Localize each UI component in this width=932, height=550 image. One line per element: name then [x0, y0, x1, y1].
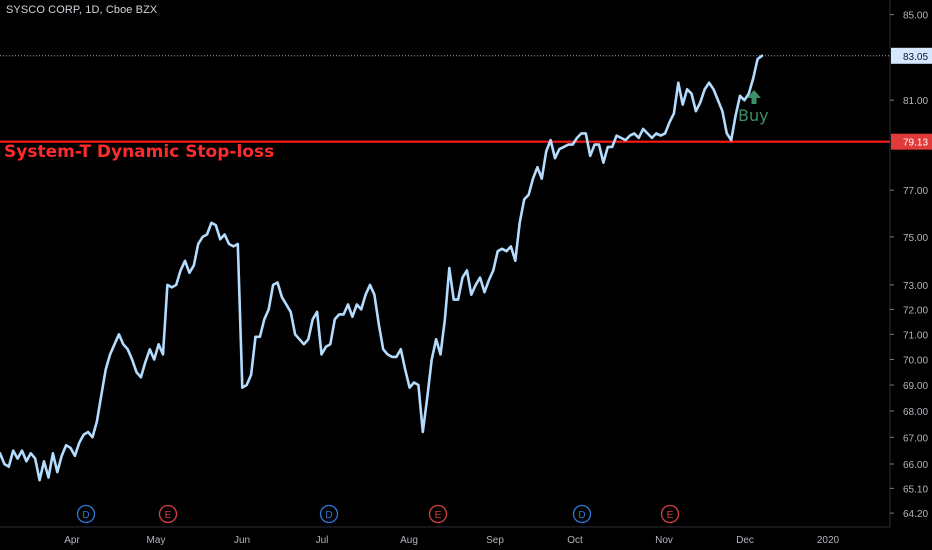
- time-tick-label: May: [147, 535, 166, 546]
- price-series-line: [0, 54, 764, 482]
- event-marker-letter: D: [325, 510, 332, 521]
- event-marker-letter: E: [435, 510, 442, 521]
- up-arrow-icon: [747, 90, 761, 104]
- price-axis[interactable]: 85.00 81.00 77.00 75.00 73.00 72.00 71.00 70.00…: [890, 11, 928, 521]
- price-tick-label: 85.00: [903, 11, 928, 22]
- dividend-marker: [76, 504, 96, 524]
- chart-title: SYSCO CORP, 1D, Cboe BZX: [6, 4, 158, 16]
- buy-label: Buy: [738, 106, 769, 125]
- time-axis[interactable]: Apr May Jun Jul Aug Sep Oct Nov Dec 2020: [64, 535, 839, 546]
- event-marker-letter: E: [667, 510, 674, 521]
- price-tick-label: 64.20: [903, 509, 928, 520]
- price-tick-label: 68.00: [903, 407, 928, 418]
- price-tick-label: 72.00: [903, 305, 928, 316]
- time-tick-label: Nov: [655, 535, 673, 546]
- time-tick-label: Dec: [736, 535, 754, 546]
- price-tick-label: 77.00: [903, 186, 928, 197]
- event-marker-letter: D: [82, 510, 89, 521]
- time-tick-label: Sep: [486, 535, 504, 546]
- stop-loss-label: System-T Dynamic Stop-loss: [4, 142, 275, 162]
- time-tick-label: Oct: [567, 535, 583, 546]
- dividend-marker: [319, 504, 339, 524]
- price-tick-label: 66.00: [903, 460, 928, 471]
- earnings-marker: [158, 504, 178, 524]
- time-tick-label: Jul: [316, 535, 329, 546]
- price-tick-label: 73.00: [903, 281, 928, 292]
- time-tick-label: 2020: [817, 535, 840, 546]
- price-tick-label: 71.00: [903, 330, 928, 341]
- last-price-tag: 83.05: [903, 52, 928, 63]
- last-price-tag-bg: [891, 47, 932, 64]
- time-tick-label: Aug: [400, 535, 418, 546]
- price-tick-label: 67.00: [903, 433, 928, 444]
- series-layer: [0, 54, 764, 482]
- event-marker-letter: E: [165, 510, 172, 521]
- dividend-marker: [572, 504, 592, 524]
- price-tick-label: 75.00: [903, 233, 928, 244]
- price-tick-label: 81.00: [903, 96, 928, 107]
- earnings-marker: [428, 504, 448, 524]
- time-tick-label: Jun: [234, 535, 250, 546]
- earnings-marker: [660, 504, 680, 524]
- price-tag-layer: 83.05 79.13: [891, 47, 932, 150]
- stop-loss-price-tag-bg: [891, 133, 932, 150]
- time-tick-label: Apr: [64, 535, 80, 546]
- event-marker-letter: D: [578, 510, 585, 521]
- chart-grid: [0, 0, 891, 528]
- price-tick-label: 69.00: [903, 381, 928, 392]
- price-tick-label: 65.10: [903, 484, 928, 495]
- stop-loss-price-tag: 79.13: [903, 138, 928, 149]
- price-tick-label: 70.00: [903, 355, 928, 366]
